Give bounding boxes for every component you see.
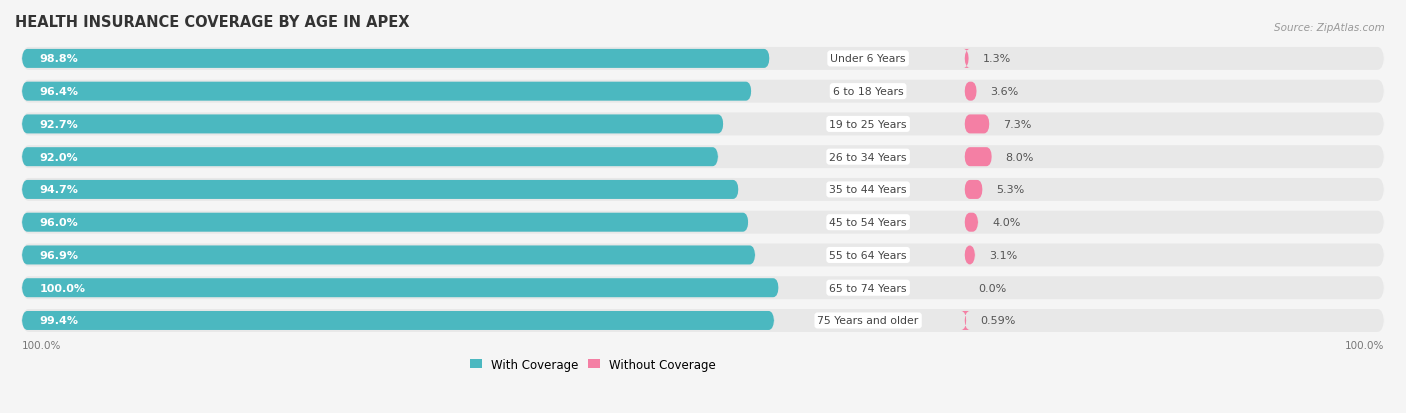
FancyBboxPatch shape (22, 311, 775, 330)
FancyBboxPatch shape (965, 115, 990, 134)
FancyBboxPatch shape (965, 246, 976, 265)
FancyBboxPatch shape (22, 81, 1384, 103)
Text: Under 6 Years: Under 6 Years (831, 54, 905, 64)
FancyBboxPatch shape (22, 213, 748, 232)
Text: 26 to 34 Years: 26 to 34 Years (830, 152, 907, 162)
FancyBboxPatch shape (22, 244, 1384, 267)
FancyBboxPatch shape (22, 50, 769, 69)
FancyBboxPatch shape (965, 213, 979, 232)
FancyBboxPatch shape (22, 180, 738, 199)
Text: 8.0%: 8.0% (1005, 152, 1033, 162)
FancyBboxPatch shape (22, 211, 1384, 234)
FancyBboxPatch shape (22, 115, 724, 134)
FancyBboxPatch shape (965, 180, 983, 199)
Text: 6 to 18 Years: 6 to 18 Years (832, 87, 904, 97)
FancyBboxPatch shape (965, 83, 977, 102)
FancyBboxPatch shape (22, 309, 1384, 332)
FancyBboxPatch shape (22, 246, 755, 265)
Text: 3.6%: 3.6% (991, 87, 1019, 97)
Text: 92.7%: 92.7% (39, 120, 79, 130)
FancyBboxPatch shape (22, 278, 779, 297)
FancyBboxPatch shape (960, 311, 970, 330)
FancyBboxPatch shape (22, 277, 1384, 299)
Text: HEALTH INSURANCE COVERAGE BY AGE IN APEX: HEALTH INSURANCE COVERAGE BY AGE IN APEX (15, 15, 409, 30)
Text: 0.0%: 0.0% (979, 283, 1007, 293)
FancyBboxPatch shape (22, 83, 751, 102)
FancyBboxPatch shape (22, 148, 718, 167)
Text: 7.3%: 7.3% (1004, 120, 1032, 130)
Text: 5.3%: 5.3% (997, 185, 1025, 195)
Text: 100.0%: 100.0% (1344, 340, 1384, 350)
Text: 75 Years and older: 75 Years and older (817, 316, 918, 326)
Text: 92.0%: 92.0% (39, 152, 79, 162)
Text: 55 to 64 Years: 55 to 64 Years (830, 250, 907, 260)
Text: 96.9%: 96.9% (39, 250, 79, 260)
Text: 4.0%: 4.0% (993, 218, 1021, 228)
Text: 0.59%: 0.59% (980, 316, 1015, 326)
Text: 98.8%: 98.8% (39, 54, 79, 64)
Text: 19 to 25 Years: 19 to 25 Years (830, 120, 907, 130)
Text: 65 to 74 Years: 65 to 74 Years (830, 283, 907, 293)
FancyBboxPatch shape (22, 48, 1384, 71)
Text: 99.4%: 99.4% (39, 316, 79, 326)
Text: 3.1%: 3.1% (988, 250, 1017, 260)
Text: 1.3%: 1.3% (983, 54, 1011, 64)
Text: 45 to 54 Years: 45 to 54 Years (830, 218, 907, 228)
FancyBboxPatch shape (22, 146, 1384, 169)
Text: 100.0%: 100.0% (22, 340, 62, 350)
Legend: With Coverage, Without Coverage: With Coverage, Without Coverage (465, 353, 721, 375)
Text: 94.7%: 94.7% (39, 185, 79, 195)
FancyBboxPatch shape (965, 148, 993, 167)
Text: 35 to 44 Years: 35 to 44 Years (830, 185, 907, 195)
Text: Source: ZipAtlas.com: Source: ZipAtlas.com (1274, 23, 1385, 33)
FancyBboxPatch shape (963, 50, 970, 69)
FancyBboxPatch shape (22, 113, 1384, 136)
Text: 100.0%: 100.0% (39, 283, 86, 293)
Text: 96.4%: 96.4% (39, 87, 79, 97)
FancyBboxPatch shape (22, 178, 1384, 202)
Text: 96.0%: 96.0% (39, 218, 79, 228)
